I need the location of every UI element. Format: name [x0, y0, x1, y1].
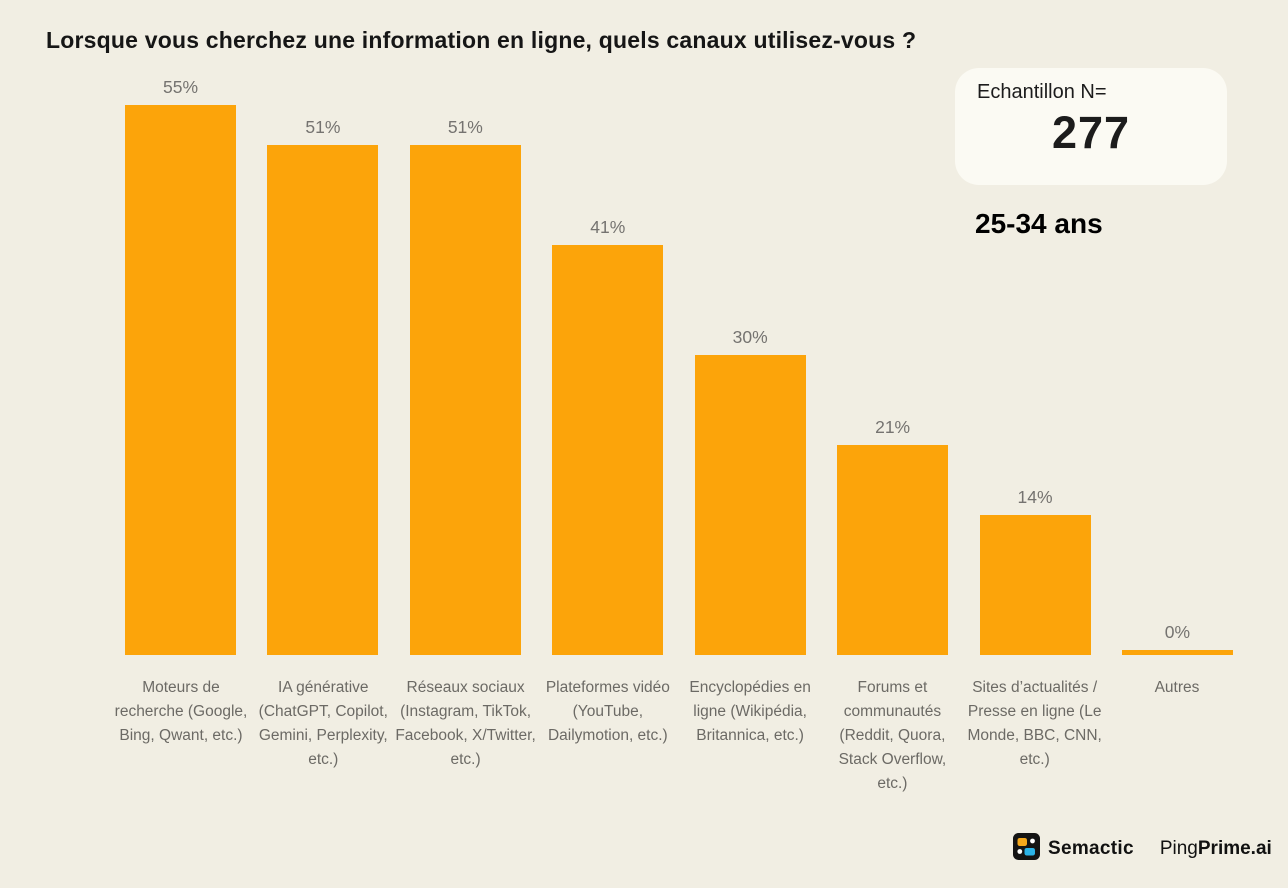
category-label: Sites d’actualités / Presse en ligne (Le…: [967, 679, 1102, 769]
bar-column: 55%: [125, 77, 236, 655]
bar: [694, 355, 806, 655]
pingprime-prime-text: Prime.ai: [1197, 838, 1272, 859]
sample-size-value: 277: [1051, 107, 1131, 158]
value-label: 21%: [875, 417, 911, 437]
value-label: 51%: [305, 117, 341, 137]
category-label: Forums et communautés (Reddit, Quora, St…: [838, 679, 947, 793]
value-label: 41%: [590, 217, 626, 237]
bar-column: 21%: [837, 417, 949, 655]
page-title: Lorsque vous cherchez une information en…: [46, 27, 917, 53]
bar: [267, 145, 379, 655]
value-label: 0%: [1164, 622, 1191, 642]
category-label: Encyclopédies en ligne (Wikipédia, Brita…: [689, 679, 811, 745]
bar-column: 30%: [694, 327, 806, 655]
semactic-logo: Semactic: [1013, 833, 1134, 865]
semactic-icon: [1013, 833, 1040, 865]
bar: [837, 445, 949, 655]
sample-size-card: Echantillon N= 277: [955, 68, 1227, 185]
pingprime-logo: PingPrime.ai: [1160, 838, 1272, 860]
value-label: 30%: [732, 327, 768, 347]
bar-column: 41%: [552, 217, 664, 655]
value-label: 14%: [1017, 487, 1053, 507]
bar: [409, 145, 521, 655]
category-label: Réseaux sociaux (Instagram, TikTok, Face…: [395, 679, 536, 769]
bar-column: 14%: [979, 487, 1091, 655]
bar: [552, 245, 664, 655]
bar-column: 51%: [409, 117, 521, 655]
category-label: IA générative (ChatGPT, Copilot, Gemini,…: [258, 679, 388, 769]
bar-column: 51%: [267, 117, 379, 655]
footer-logos: Semactic PingPrime.ai: [1013, 833, 1272, 865]
value-label: 51%: [447, 117, 483, 137]
age-group-label: 25-34 ans: [975, 208, 1103, 239]
bar-column: 0%: [1121, 622, 1233, 655]
category-label: Autres: [1154, 679, 1200, 696]
category-label: Plateformes vidéo (YouTube, Dailymotion,…: [545, 679, 670, 745]
bar: [1121, 650, 1233, 655]
bar: [979, 515, 1091, 655]
sample-size-label: Echantillon N=: [977, 81, 1107, 103]
category-labels: Moteurs de recherche (Google, Bing, Qwan…: [110, 676, 1248, 796]
value-label: 55%: [162, 77, 199, 97]
category-label: Moteurs de recherche (Google, Bing, Qwan…: [114, 679, 248, 745]
bar: [125, 105, 236, 655]
plot-area: 55% 51% 51% 41% 30% 21% 14% 0%: [125, 77, 1233, 655]
semactic-wordmark: Semactic: [1048, 838, 1134, 859]
pingprime-ping-text: Ping: [1159, 838, 1198, 859]
